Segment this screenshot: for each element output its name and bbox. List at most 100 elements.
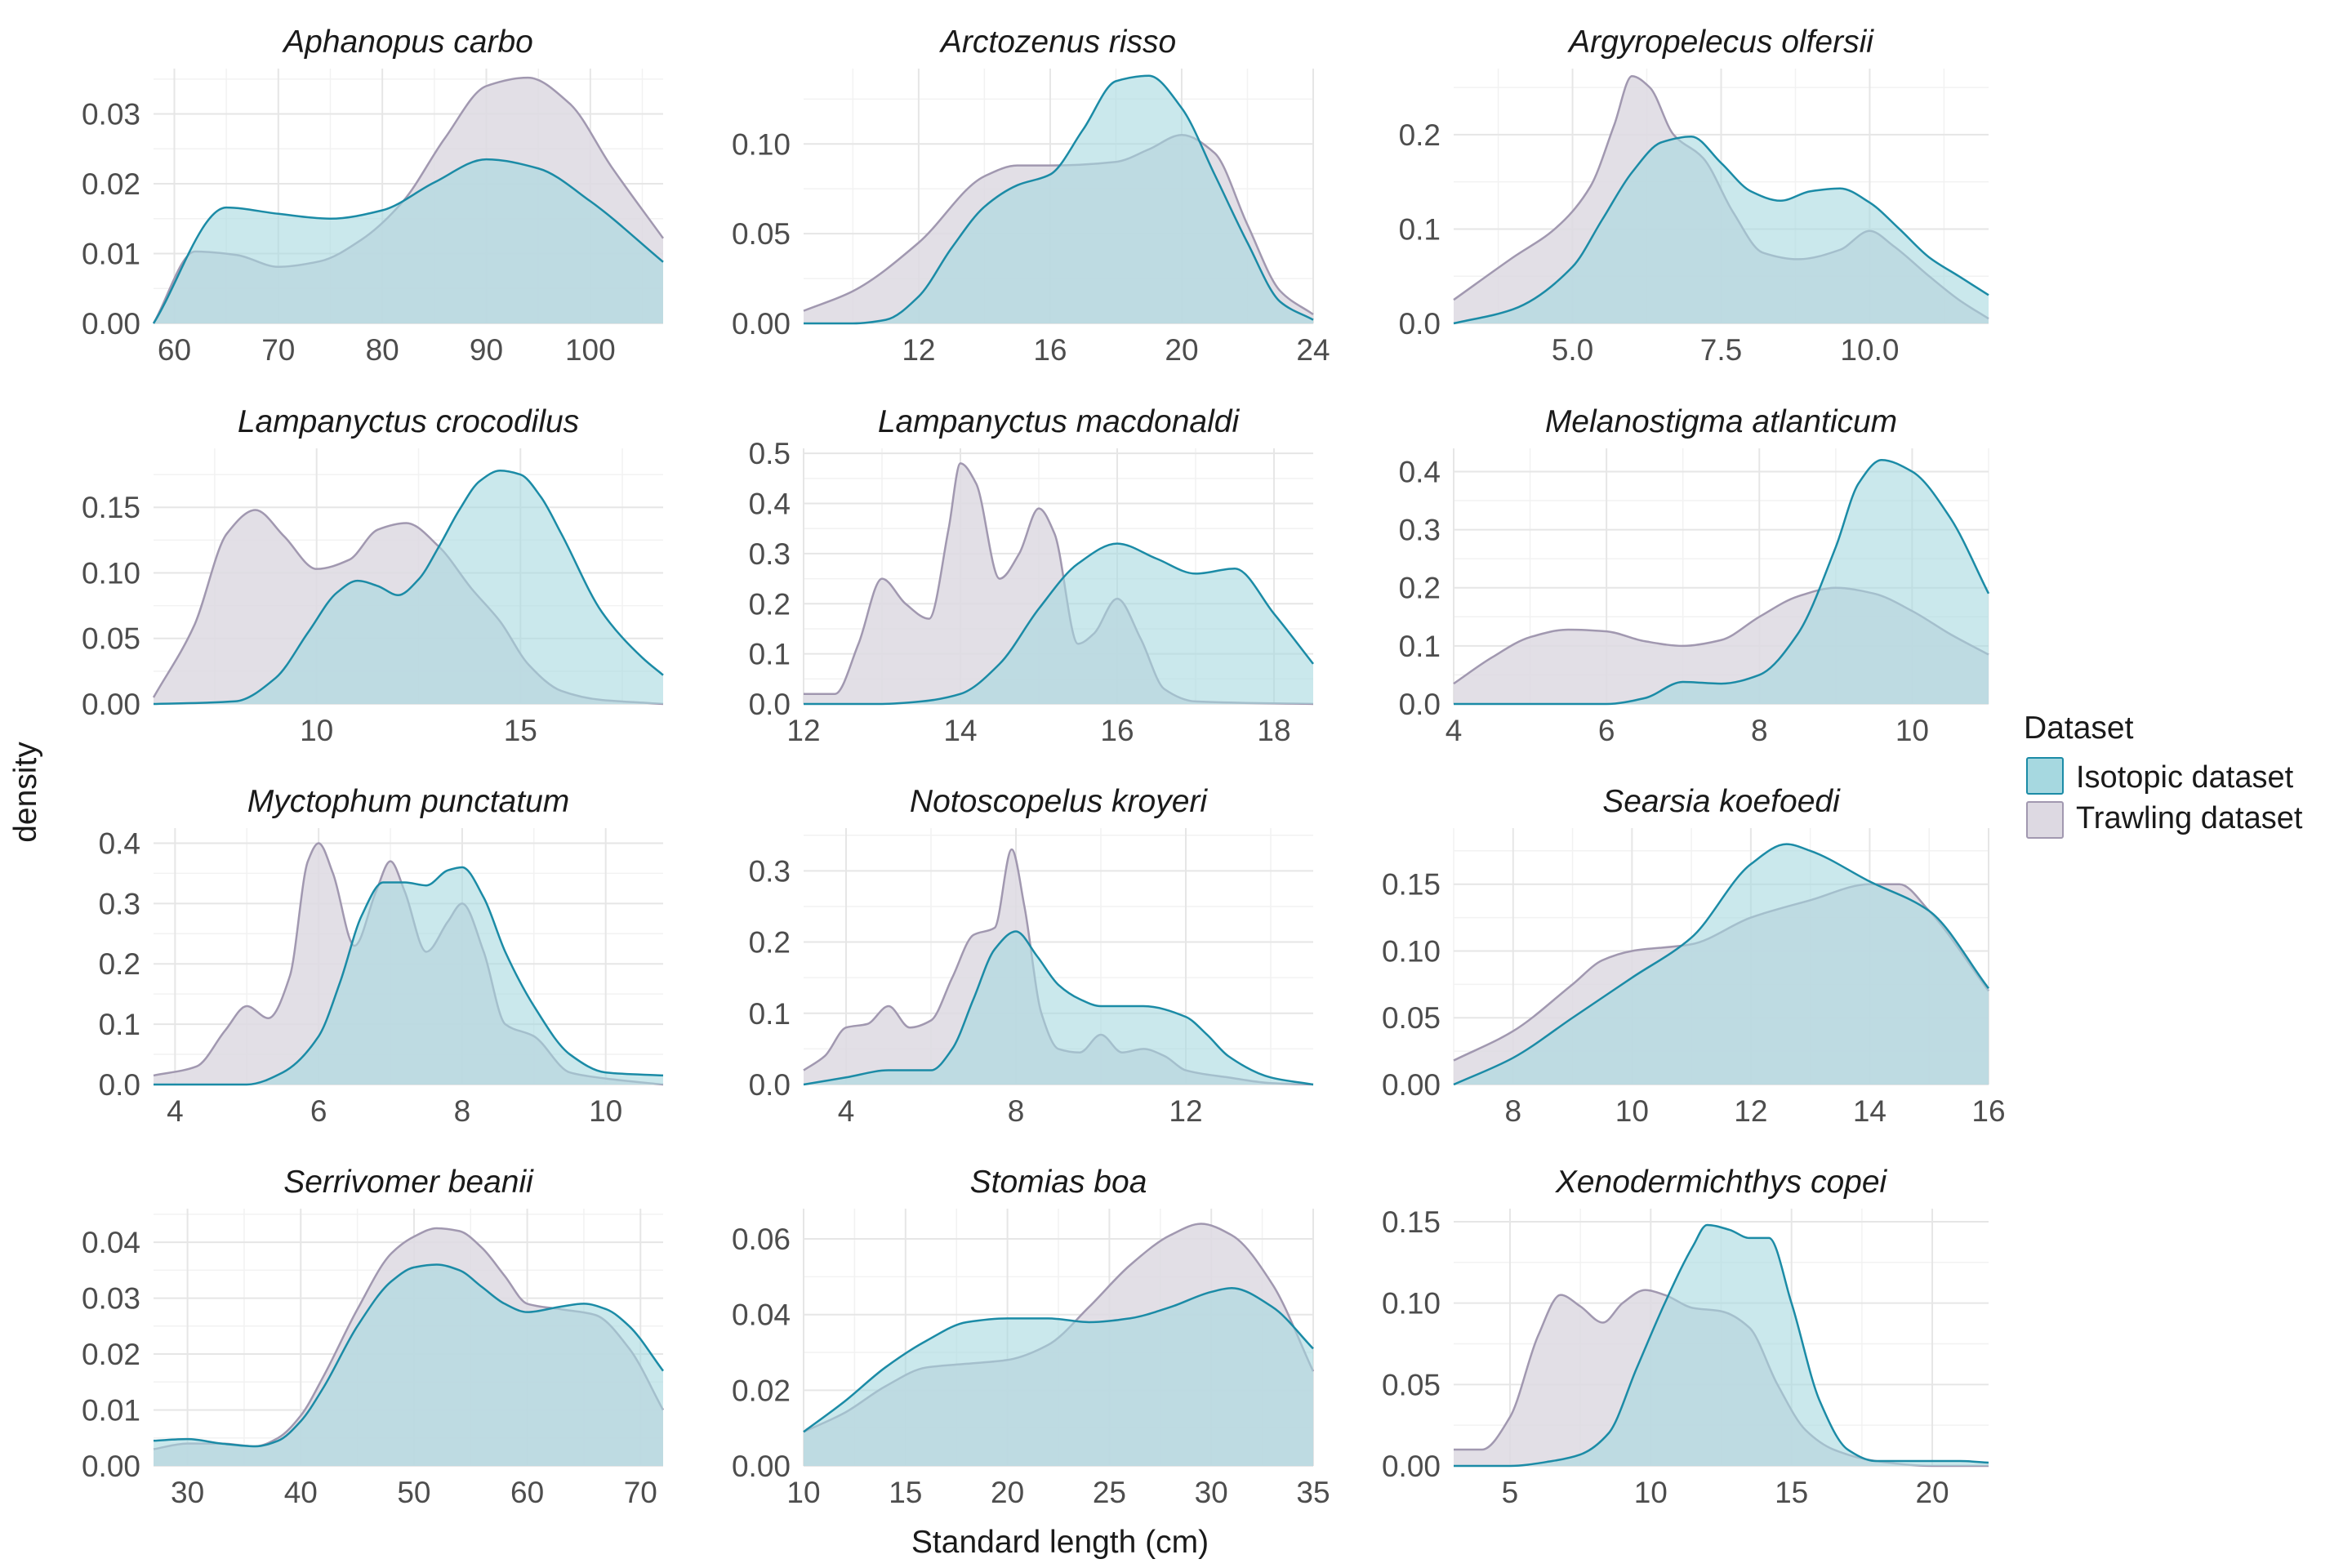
y-tick-label: 0.0	[1399, 688, 1441, 721]
x-tick-label: 16	[1033, 333, 1067, 367]
legend-label-trawling: Trawling dataset	[2076, 801, 2303, 835]
panel-serrivomer-beanii: 30 40 50 60 70 0.00 0.01 0.02 0.03 0.04 Serrivomer…	[82, 1165, 665, 1509]
legend-key-trawling	[2026, 801, 2064, 839]
x-tick-label: 4	[1446, 714, 1463, 747]
x-tick-label: 8	[1008, 1094, 1025, 1128]
y-tick-label: 0.0	[99, 1068, 140, 1102]
panel-grid: 60 70 80 90 100 0.00 0.01 0.02 0.03 Aphanopus car…	[82, 24, 2006, 1509]
x-tick-label: 70	[261, 333, 295, 367]
legend-key-isotopic	[2026, 757, 2064, 795]
panel-title: Arctozenus risso	[939, 24, 1176, 60]
panel-title: Notoscopelus kroyeri	[910, 784, 1208, 819]
y-tick-label: 0.4	[749, 488, 791, 521]
x-tick-label: 30	[171, 1476, 204, 1509]
isotopic-density-area	[154, 159, 663, 323]
isotopic-density-area	[154, 867, 663, 1085]
y-tick-label: 0.02	[82, 167, 140, 201]
y-tick-label: 0.1	[99, 1008, 140, 1041]
isotopic-density-line	[154, 866, 664, 1086]
x-tick-label: 8	[1751, 714, 1768, 747]
isotopic-density-area	[804, 543, 1313, 704]
y-axis-title: density	[8, 742, 43, 843]
y-tick-label: 0.00	[82, 1450, 140, 1483]
x-tick-label: 10	[300, 714, 333, 747]
panel-title: Lampanyctus crocodilus	[238, 404, 579, 439]
y-tick-label: 0.06	[732, 1223, 791, 1256]
panel-title: Searsia koefoedi	[1602, 784, 1841, 819]
panel-title: Serrivomer beanii	[283, 1165, 534, 1200]
y-tick-label: 0.2	[749, 587, 791, 621]
x-tick-label: 4	[167, 1094, 184, 1128]
isotopic-density-area	[154, 470, 663, 704]
x-tick-label: 35	[1296, 1476, 1330, 1509]
panel-myctophum-punctatum: 4 6 8 10 0.0 0.1 0.2 0.3 0.4 Myctophum punctatum	[99, 784, 664, 1128]
y-tick-label: 0.10	[1382, 934, 1441, 968]
isotopic-density-area	[1454, 1224, 1989, 1466]
panel-searsia-koefoedi: 8 10 12 14 16 0.00 0.05 0.10 0.15 Searsia koefoed…	[1382, 784, 2006, 1128]
panel-argyropelecus-olfersii: 5.0 7.5 10.0 0.0 0.1 0.2 Argyropelecus olfersi…	[1399, 24, 1989, 367]
y-tick-label: 0.2	[1399, 572, 1441, 605]
isotopic-density-line	[153, 470, 664, 706]
y-tick-label: 0.15	[1382, 1205, 1441, 1239]
y-tick-label: 0.03	[82, 1282, 140, 1316]
y-tick-label: 0.2	[99, 947, 140, 981]
x-tick-label: 15	[889, 1476, 922, 1509]
y-tick-label: 0.2	[749, 926, 791, 960]
y-tick-label: 0.15	[1382, 868, 1441, 902]
x-tick-label: 8	[1504, 1094, 1521, 1128]
trawling-density-area	[804, 849, 1313, 1085]
x-tick-label: 12	[786, 714, 820, 747]
y-tick-label: 0.1	[749, 638, 791, 671]
y-tick-label: 0.01	[82, 1394, 140, 1428]
isotopic-density-line	[803, 74, 1314, 325]
isotopic-density-area	[1454, 136, 1989, 323]
panel-title: Melanostigma atlanticum	[1545, 404, 1897, 439]
y-tick-label: 0.05	[1382, 1368, 1441, 1401]
isotopic-density-line	[152, 158, 664, 324]
x-tick-label: 12	[902, 333, 935, 367]
y-tick-label: 0.05	[732, 217, 791, 251]
x-tick-label: 10	[589, 1094, 622, 1128]
x-tick-label: 16	[1971, 1094, 2005, 1128]
x-tick-label: 18	[1257, 714, 1290, 747]
y-tick-label: 0.00	[732, 307, 791, 341]
x-tick-label: 15	[1775, 1476, 1808, 1509]
x-tick-label: 10.0	[1840, 333, 1899, 367]
x-tick-label: 50	[397, 1476, 430, 1509]
isotopic-density-area	[1454, 460, 1989, 704]
y-tick-label: 0.2	[1399, 118, 1441, 152]
y-tick-label: 0.1	[1399, 630, 1441, 663]
x-tick-label: 20	[991, 1476, 1024, 1509]
panel-lampanyctus-macdonaldi: 12 14 16 18 0.0 0.1 0.2 0.3 0.4 0.5 Lampanyctus ma…	[749, 404, 1314, 747]
panel-stomias-boa: 10 15 20 25 30 35 0.00 0.02 0.04 0.06 Stomias boa	[732, 1165, 1330, 1509]
y-tick-label: 0.00	[732, 1450, 791, 1483]
legend-title: Dataset	[2024, 710, 2134, 746]
isotopic-density-area	[804, 1288, 1313, 1466]
panel-title: Lampanyctus macdonaldi	[878, 404, 1241, 439]
x-tick-label: 90	[470, 333, 503, 367]
y-tick-label: 0.02	[732, 1374, 791, 1407]
isotopic-density-area	[1454, 844, 1989, 1085]
panel-notoscopelus-kroyeri: 4 8 12 0.0 0.1 0.2 0.3 Notoscopelus kroyeri	[749, 784, 1314, 1128]
y-tick-label: 0.0	[749, 688, 791, 721]
x-tick-label: 25	[1093, 1476, 1126, 1509]
y-tick-label: 0.5	[749, 437, 791, 470]
y-tick-label: 0.04	[732, 1298, 791, 1332]
y-tick-label: 0.04	[82, 1226, 140, 1259]
isotopic-density-line	[803, 930, 1314, 1086]
y-tick-label: 0.0	[1399, 307, 1441, 341]
y-tick-label: 0.3	[99, 887, 140, 920]
x-tick-label: 14	[1853, 1094, 1886, 1128]
x-tick-label: 60	[510, 1476, 544, 1509]
x-tick-label: 24	[1296, 333, 1330, 367]
x-axis-title: Standard length (cm)	[911, 1525, 1209, 1560]
x-tick-label: 10	[786, 1476, 820, 1509]
y-tick-label: 0.00	[82, 307, 140, 341]
y-tick-label: 0.15	[82, 491, 140, 524]
x-tick-label: 16	[1100, 714, 1134, 747]
x-tick-label: 10	[1615, 1094, 1649, 1128]
legend-label-isotopic: Isotopic dataset	[2076, 760, 2294, 795]
x-tick-label: 70	[624, 1476, 657, 1509]
x-tick-label: 30	[1195, 1476, 1228, 1509]
